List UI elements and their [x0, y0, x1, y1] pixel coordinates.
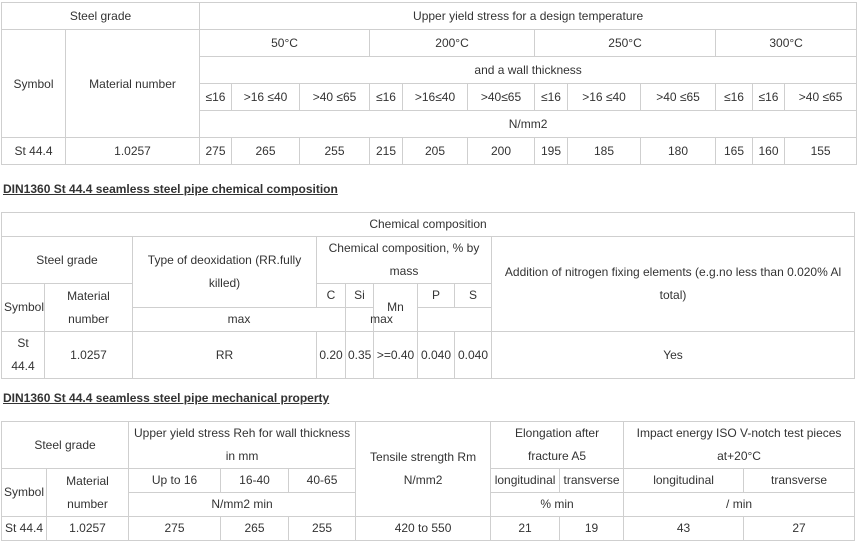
temp-50: 50°C [199, 29, 371, 57]
thickness-cell: ≤16 [199, 83, 233, 111]
range-cell: 16-40 [220, 468, 290, 493]
symbol-cell: St 44.4 [1, 516, 47, 541]
tensile-header: Tensile strength Rm N/mm2 [355, 421, 492, 517]
chemical-composition-title: Chemical composition [0, 212, 856, 237]
range-cell: 40-65 [288, 468, 357, 493]
wall-thickness-label: and a wall thickness [199, 56, 858, 84]
thickness-cell: >16 ≤40 [567, 83, 642, 111]
thickness-cell: >40 ≤65 [640, 83, 717, 111]
thickness-cell: ≤16 [369, 83, 404, 111]
temp-200: 200°C [369, 29, 536, 57]
steel-grade-header: Steel grade [0, 2, 201, 30]
max-label: max [132, 307, 346, 332]
yield-unit: N/mm2 min [128, 492, 357, 517]
mechanical-property-table: Steel grade Upper yield stress Reh for w… [0, 421, 856, 541]
value-cell: 165 [715, 137, 754, 165]
element-c: C [316, 283, 346, 308]
range-cell: Up to 16 [128, 468, 222, 493]
pct-min-label: % min [490, 492, 625, 517]
value-cell: 180 [640, 137, 717, 165]
symbol-header: Symbol [1, 29, 66, 138]
thickness-cell: ≤16 [752, 83, 786, 111]
value-cell: 205 [402, 137, 469, 165]
table-row: St 44.4 1.0257 275 265 255 420 to 550 21… [1, 516, 856, 541]
temp-300: 300°C [715, 29, 858, 57]
thickness-cell: >40 ≤65 [784, 83, 858, 111]
symbol-header: Symbol [1, 283, 45, 332]
max-label: max [345, 307, 418, 332]
unit-label: N/mm2 [199, 110, 858, 138]
temp-250: 250°C [534, 29, 717, 57]
s-cell: 0.040 [454, 331, 492, 379]
value-cell: 160 [752, 137, 786, 165]
yield-cell: 255 [288, 516, 357, 541]
material-cell: 1.0257 [45, 516, 130, 541]
value-cell: 275 [199, 137, 233, 165]
thickness-cell: >40 ≤65 [299, 83, 371, 111]
chem-pct-header: Chemical composition, % by mass [316, 236, 492, 284]
yield-cell: 265 [220, 516, 290, 541]
nitrogen-cell: Yes [490, 331, 856, 379]
element-p: P [417, 283, 455, 308]
nitrogen-header: Addition of nitrogen fixing elements (e.… [490, 236, 856, 332]
material-number-header: Material number [44, 283, 133, 332]
material-number-header: Material number [45, 468, 130, 517]
elongation-longitudinal: longitudinal [490, 468, 561, 493]
value-cell: 265 [231, 137, 301, 165]
si-cell: 0.35 [345, 331, 374, 379]
thickness-cell: >16≤40 [402, 83, 469, 111]
elongation-transverse: transverse [559, 468, 625, 493]
value-cell: 200 [467, 137, 536, 165]
deox-cell: RR [132, 331, 317, 379]
value-cell: 215 [369, 137, 404, 165]
symbol-header: Symbol [1, 468, 47, 517]
symbol-cell: St 44.4 [1, 137, 66, 165]
thickness-cell: >40≤65 [467, 83, 536, 111]
material-number-header: Material number [64, 29, 201, 138]
yield-title: Upper yield stress Reh for wall thicknes… [128, 421, 357, 469]
impact-longitudinal: longitudinal [623, 468, 745, 493]
symbol-cell: St 44.4 [1, 331, 45, 379]
upper-yield-title: Upper yield stress for a design temperat… [199, 2, 858, 30]
mn-cell: >=0.40 [373, 331, 418, 379]
element-s: S [454, 283, 492, 308]
impact-long-cell: 43 [623, 516, 745, 541]
value-cell: 155 [784, 137, 858, 165]
table-row: St 44.4 1.0257 275 265 255 215 205 200 1… [1, 137, 858, 165]
table-row: St 44.4 1.0257 RR 0.20 0.35 >=0.40 0.040… [1, 331, 856, 379]
impact-trans-cell: 27 [743, 516, 856, 541]
steel-grade-header: Steel grade [0, 421, 130, 469]
tensile-cell: 420 to 550 [355, 516, 492, 541]
value-cell: 185 [567, 137, 642, 165]
value-cell: 255 [299, 137, 371, 165]
elongation-header: Elongation after fracture A5 [490, 421, 625, 469]
material-cell: 1.0257 [64, 137, 201, 165]
chemical-composition-table: Chemical composition Steel grade Type of… [0, 212, 856, 379]
mechanical-property-heading: DIN1360 St 44.4 seamless steel pipe mech… [3, 391, 330, 405]
thickness-cell: ≤16 [534, 83, 569, 111]
p-cell: 0.040 [417, 331, 455, 379]
elongation-trans-cell: 19 [559, 516, 625, 541]
impact-unit: / min [623, 492, 856, 517]
deoxidation-header: Type of deoxidation (RR.fully killed) [132, 236, 317, 308]
c-cell: 0.20 [316, 331, 346, 379]
elongation-long-cell: 21 [490, 516, 561, 541]
yield-stress-table: Steel grade Upper yield stress for a des… [0, 2, 858, 165]
thickness-cell: ≤16 [715, 83, 754, 111]
element-si: Si [345, 283, 374, 308]
value-cell: 195 [534, 137, 569, 165]
chemical-composition-heading: DIN1360 St 44.4 seamless steel pipe chem… [3, 182, 338, 196]
impact-header: Impact energy ISO V-notch test pieces at… [623, 421, 856, 469]
impact-transverse: transverse [743, 468, 856, 493]
material-cell: 1.0257 [44, 331, 133, 379]
thickness-cell: >16 ≤40 [231, 83, 301, 111]
steel-grade-header: Steel grade [1, 236, 133, 284]
yield-cell: 275 [128, 516, 222, 541]
